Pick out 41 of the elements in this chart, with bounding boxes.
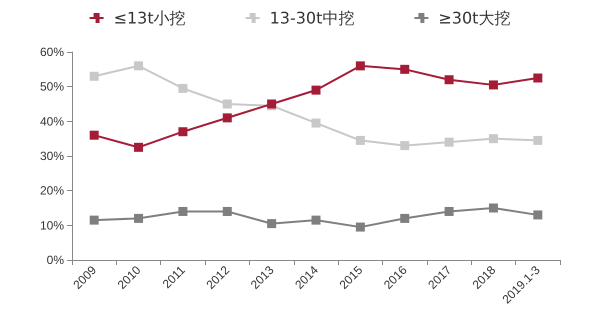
point: [90, 72, 99, 81]
point: [533, 136, 542, 145]
point: [90, 130, 99, 140]
legend-label: ≥30t大挖: [438, 8, 510, 28]
point: [312, 86, 320, 95]
point: [533, 74, 542, 82]
legend-label: ≤13t小挖: [114, 8, 186, 28]
point: [356, 136, 365, 145]
point: [267, 219, 276, 228]
point: [312, 118, 320, 128]
y-tick-label: 30%: [40, 149, 64, 163]
point: [222, 206, 232, 216]
y-tick-label: 20%: [40, 184, 64, 198]
point: [178, 127, 188, 136]
point: [533, 210, 542, 220]
point: [90, 216, 99, 225]
y-tick-label: 40%: [40, 114, 64, 128]
point: [178, 206, 188, 216]
y-tick-label: 50%: [40, 80, 64, 94]
point: [400, 64, 410, 74]
point: [488, 134, 498, 144]
point: [400, 214, 410, 223]
point: [134, 142, 144, 152]
point: [222, 100, 232, 108]
point: [178, 84, 188, 93]
point: [134, 214, 144, 223]
point: [222, 113, 232, 122]
point: [400, 141, 410, 150]
point: [134, 61, 144, 70]
point: [356, 61, 365, 70]
y-tick-label: 10%: [40, 218, 64, 232]
y-tick-label: 60%: [40, 45, 64, 59]
point: [488, 204, 498, 212]
point: [488, 80, 498, 90]
point: [356, 222, 365, 232]
y-tick-label: 0%: [46, 253, 64, 267]
point: [312, 216, 320, 225]
point: [444, 206, 454, 216]
legend-label: 13-30t中挖: [270, 8, 354, 28]
point: [444, 75, 454, 84]
point: [444, 138, 454, 147]
